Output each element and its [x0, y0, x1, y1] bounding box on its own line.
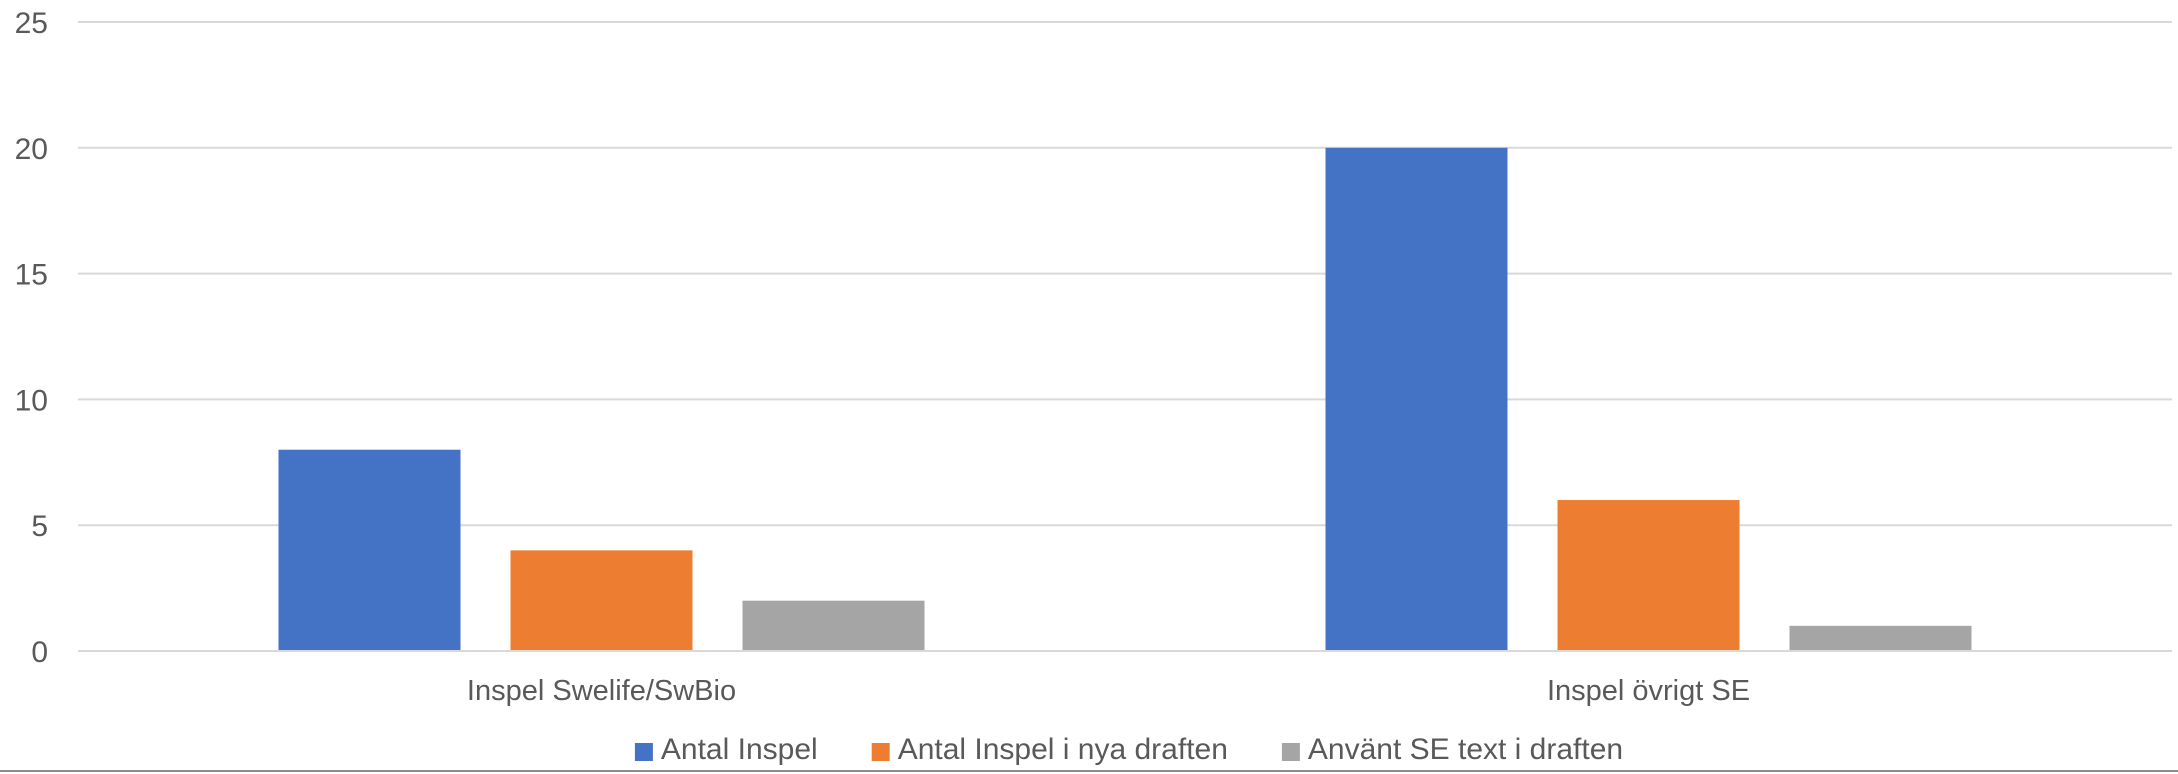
bar	[742, 600, 925, 651]
y-axis-tick-labels: 0 5 10 15 20 25	[15, 7, 48, 669]
y-tick-label: 10	[15, 384, 48, 417]
legend-label: Antal Inspel	[661, 733, 818, 766]
bar	[1325, 147, 1508, 652]
bar	[278, 449, 461, 651]
legend-item: Använt SE text i draften	[1281, 733, 1623, 766]
x-category-label: Inspel Swelife/SwBio	[467, 675, 736, 707]
x-axis-category-labels: Inspel Swelife/SwBio Inspel övrigt SE	[467, 675, 1750, 707]
y-tick-label: 15	[15, 259, 48, 292]
bar	[1789, 625, 1972, 651]
legend-item: Antal Inspel i nya draften	[871, 733, 1228, 766]
legend-swatch	[1281, 743, 1300, 761]
x-category-label: Inspel övrigt SE	[1547, 675, 1750, 707]
y-tick-label: 25	[15, 7, 48, 40]
legend-swatch	[871, 743, 890, 761]
legend-item: Antal Inspel	[634, 733, 818, 766]
y-gridlines	[78, 21, 2172, 527]
bar	[1557, 500, 1740, 651]
y-tick-label: 5	[31, 510, 48, 543]
legend-label: Antal Inspel i nya draften	[898, 733, 1228, 766]
legend-swatch	[634, 743, 653, 761]
legend: Antal Inspel Antal Inspel i nya draften An…	[634, 733, 1623, 766]
legend-label: Använt SE text i draften	[1308, 733, 1623, 766]
y-tick-label: 20	[15, 133, 48, 166]
bar	[510, 550, 693, 651]
y-tick-label: 0	[31, 636, 48, 669]
bars	[278, 147, 1972, 652]
